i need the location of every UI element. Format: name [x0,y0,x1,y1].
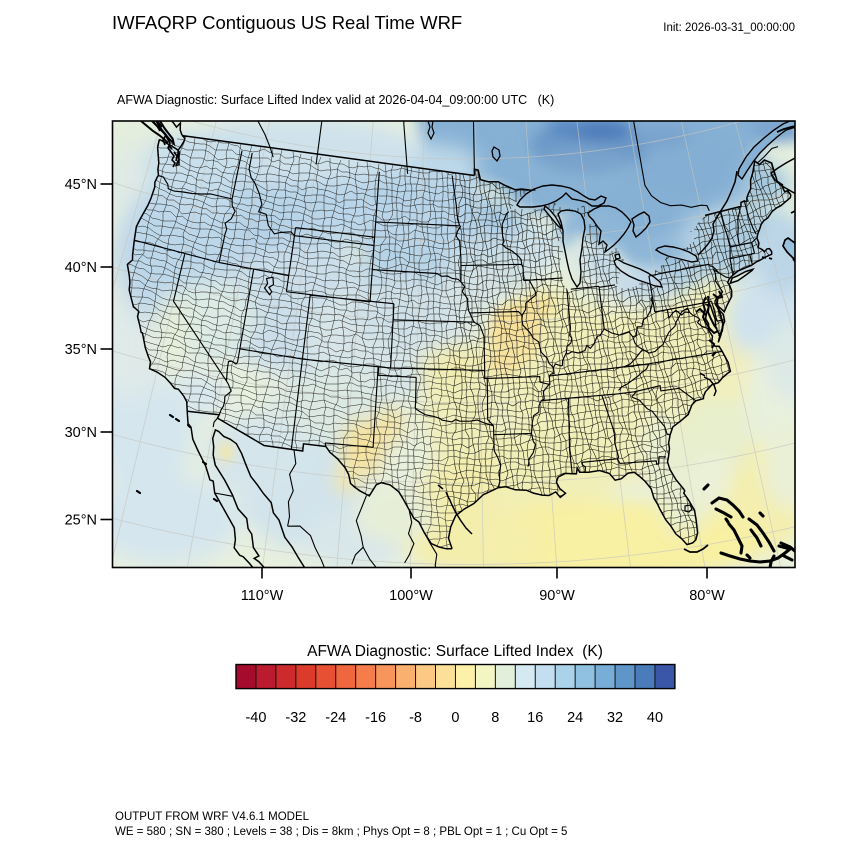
svg-text:35°N: 35°N [65,342,97,358]
svg-text:40°N: 40°N [65,260,97,276]
svg-text:AFWA Diagnostic: Surface Lifte: AFWA Diagnostic: Surface Lifted Index va… [117,93,554,107]
svg-text:Init: 2026-03-31_00:00:00: Init: 2026-03-31_00:00:00 [663,22,795,34]
svg-text:WE = 580 ; SN = 380 ; Levels =: WE = 580 ; SN = 380 ; Levels = 38 ; Dis … [115,826,567,838]
svg-text:24: 24 [567,710,583,726]
svg-text:30°N: 30°N [65,425,97,441]
svg-text:OUTPUT FROM WRF V4.6.1 MODEL: OUTPUT FROM WRF V4.6.1 MODEL [115,811,310,823]
svg-text:16: 16 [527,710,543,726]
svg-text:AFWA Diagnostic: Surface Lifte: AFWA Diagnostic: Surface Lifted Index (K… [307,643,603,660]
svg-text:-16: -16 [365,710,386,726]
svg-text:-32: -32 [285,710,306,726]
svg-text:-40: -40 [245,710,266,726]
svg-text:45°N: 45°N [65,177,97,193]
svg-text:90°W: 90°W [539,588,575,604]
svg-text:25°N: 25°N [65,513,97,529]
svg-text:IWFAQRP Contiguous US Real Tim: IWFAQRP Contiguous US Real Time WRF [112,12,462,33]
svg-text:0: 0 [451,710,459,726]
svg-text:32: 32 [607,710,623,726]
svg-text:8: 8 [491,710,499,726]
svg-text:100°W: 100°W [389,588,433,604]
svg-text:80°W: 80°W [689,588,725,604]
svg-text:110°W: 110°W [241,588,284,604]
svg-text:-24: -24 [325,710,346,726]
svg-text:40: 40 [647,710,663,726]
svg-text:-8: -8 [409,710,422,726]
